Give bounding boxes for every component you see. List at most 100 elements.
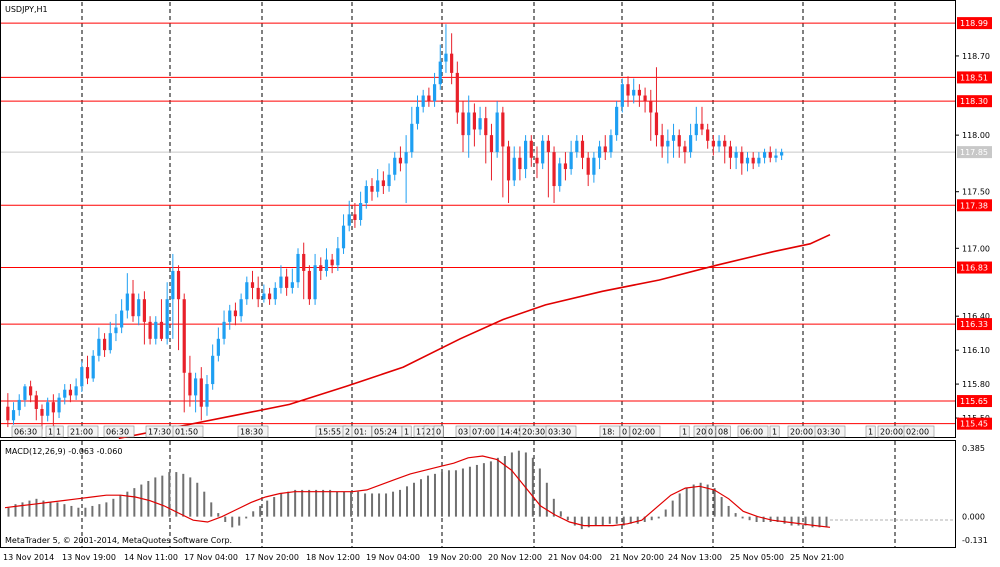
event-tag[interactable] [629, 425, 661, 438]
candle-body [341, 225, 346, 249]
candle-body [29, 386, 33, 396]
candle-body [762, 152, 767, 158]
event-tag[interactable] [172, 425, 204, 438]
candle-body [461, 112, 465, 136]
candle-body [285, 276, 289, 288]
macd-bar [308, 489, 311, 517]
macd-bar [468, 466, 471, 517]
macd-bar [399, 489, 402, 517]
time-label: 21 Nov 20:00 [610, 553, 664, 562]
macd-bar [350, 491, 353, 517]
candle-body [46, 402, 50, 416]
event-tag[interactable] [545, 425, 577, 438]
event-label: 06:00 [740, 428, 763, 437]
macd-bar [84, 507, 87, 517]
candle-body [535, 157, 539, 164]
event-tag[interactable] [705, 425, 716, 438]
candle-body [751, 157, 755, 164]
event-label: 0 [708, 428, 713, 437]
event-tag[interactable] [619, 425, 630, 438]
candle-body [359, 203, 363, 220]
event-label: 06:30 [14, 428, 37, 437]
event-label: 2 [345, 428, 350, 437]
candle-body [125, 293, 129, 311]
event-label: 15:55 [318, 428, 341, 437]
level-label-box [957, 261, 992, 274]
candle-body [80, 367, 84, 387]
candle-body [290, 282, 294, 288]
event-tag[interactable] [237, 425, 269, 438]
candle-body [85, 367, 90, 379]
event-tag[interactable] [769, 425, 780, 438]
macd-bar [587, 516, 590, 528]
candle-body [40, 408, 44, 416]
price-tick-label: 117.50 [962, 188, 990, 197]
vertical-grid [81, 2, 896, 547]
candle-body [262, 293, 266, 300]
candle-body [620, 84, 624, 107]
candle-body [404, 152, 408, 164]
event-tag[interactable] [865, 425, 876, 438]
candle-body [780, 152, 784, 156]
event-tag[interactable] [53, 425, 64, 438]
macd-bar [650, 516, 653, 521]
level-label-box [957, 395, 992, 408]
candle-body [552, 152, 556, 187]
time-label: 17 Nov 20:00 [245, 553, 299, 562]
macd-bar [503, 456, 506, 517]
candle-body [324, 259, 329, 271]
event-label: 0 [436, 428, 441, 437]
candle-body [512, 157, 516, 181]
level-label: 115.65 [960, 397, 988, 406]
event-tag[interactable] [715, 425, 731, 438]
event-tag[interactable] [679, 425, 690, 438]
candle-body [415, 106, 420, 124]
candle-body [51, 402, 55, 413]
candle-body [495, 112, 499, 153]
candle-body [700, 123, 704, 130]
event-label: 18:30 [240, 428, 263, 437]
macd-bar [545, 482, 548, 517]
macd-bar [392, 491, 395, 517]
event-tag[interactable] [599, 425, 620, 438]
macd-bar [426, 475, 429, 517]
candle-body [689, 135, 693, 153]
macd-bar [664, 509, 667, 517]
event-tag[interactable] [903, 425, 935, 438]
candle-body [347, 214, 351, 226]
time-label: 20 Nov 12:00 [488, 553, 542, 562]
level-label-box [957, 417, 992, 430]
macd-bar [98, 504, 101, 517]
macd-bar [783, 516, 786, 524]
candle-body [649, 101, 653, 113]
candle-body [381, 180, 385, 187]
event-tag[interactable] [401, 425, 412, 438]
event-labels: 06:30 1 1 21:00 06:30 17:30 01:50 18:30 15:55 2 01… [11, 425, 935, 438]
event-tag[interactable] [103, 425, 135, 438]
time-label: 24 Nov 13:00 [668, 553, 722, 562]
event-tag[interactable] [351, 425, 372, 438]
event-tag[interactable] [814, 425, 846, 438]
event-tag[interactable] [737, 425, 769, 438]
moving-average-line [118, 233, 831, 440]
macd-bar [364, 493, 367, 517]
macd-bar [699, 482, 702, 517]
macd-bar [419, 479, 422, 517]
candle-body [597, 146, 602, 158]
candle-body [142, 299, 146, 322]
macd-bar [580, 516, 583, 530]
event-tag[interactable] [67, 425, 99, 438]
candle-body [68, 389, 73, 396]
event-tag[interactable] [433, 425, 444, 438]
event-label: 02:00 [906, 428, 929, 437]
candle-body [228, 310, 232, 322]
macd-bar [413, 482, 416, 517]
macd-bar [7, 507, 10, 517]
candle-body [97, 338, 101, 356]
candle-body [176, 270, 181, 300]
candle-body [450, 53, 454, 73]
event-tag[interactable] [11, 425, 43, 438]
event-label: 08 [718, 428, 728, 437]
